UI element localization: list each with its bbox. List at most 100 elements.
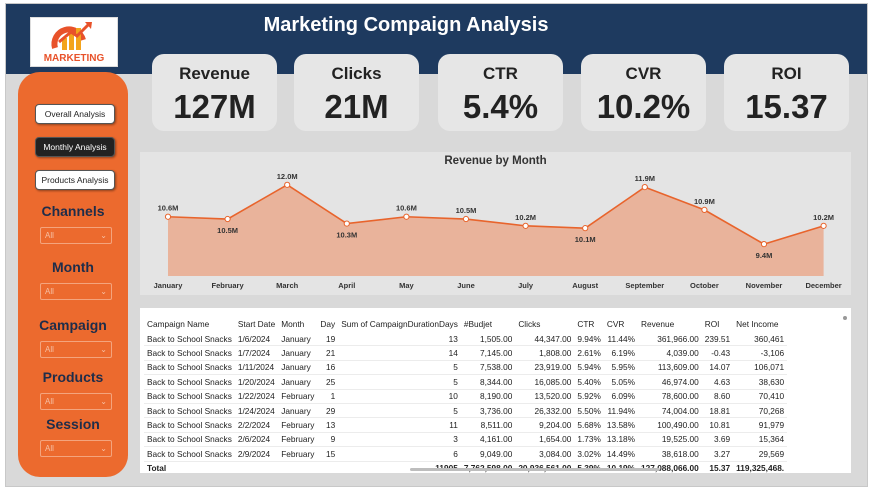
data-point [164, 213, 172, 220]
column-header[interactable]: Day [320, 319, 336, 329]
column-header[interactable]: Campaign Name [147, 319, 210, 329]
chart-title: Revenue by Month [444, 155, 547, 167]
table-cell: 44,347.00 [515, 332, 575, 347]
sidebar: Overall Analysis Monthly Analysis Produc… [18, 72, 128, 477]
table-row[interactable]: Back to School Snacks 1/7/2024 January 21 14… [144, 345, 788, 361]
table-cell: 23,919.00 [515, 360, 575, 376]
column-header[interactable]: CVR [606, 319, 625, 329]
column-header[interactable]: CTR [577, 319, 595, 329]
table-row[interactable]: Back to School Snacks 1/22/2024 February 1 1… [144, 389, 788, 404]
x-tick-label: April [338, 281, 355, 290]
area-fill [168, 184, 824, 276]
column-header[interactable]: Clicks [518, 319, 541, 329]
column-header[interactable]: Month [281, 319, 305, 329]
horizontal-scrollbar[interactable] [410, 468, 660, 471]
data-point [284, 181, 291, 188]
month-filter-dropdown[interactable]: All ⌄ [40, 283, 112, 300]
channels-filter-dropdown[interactable]: All ⌄ [40, 227, 112, 244]
data-point [760, 240, 768, 248]
x-tick-label: September [625, 281, 664, 290]
kpi-card-revenue: Revenue 127M [152, 54, 277, 131]
kpi-title: CVR [625, 64, 662, 83]
table-cell: January [278, 345, 318, 361]
column-header[interactable]: Sum of CampaignDurationDays [341, 319, 458, 329]
table-cell: 14 [338, 345, 461, 361]
table-cell: 4,039.00 [638, 345, 702, 361]
kpi-card-clicks: Clicks 21M [294, 54, 419, 131]
campaign-filter-dropdown[interactable]: All ⌄ [40, 341, 112, 358]
kpi-title: ROI [771, 64, 802, 83]
data-label: 9.4M [756, 251, 773, 260]
table-cell: 2/9/2024 [234, 446, 279, 462]
table-cell: 16,085.00 [515, 374, 575, 390]
table-row[interactable]: Back to School Snacks 1/24/2024 January 29 5… [144, 403, 788, 419]
table-row[interactable]: Back to School Snacks 2/9/2024 February 15 6… [144, 446, 788, 462]
table-cell: 7,538.00 [460, 360, 516, 376]
kpi-card-roi: ROI 15.37 [724, 54, 849, 131]
data-point [224, 215, 231, 223]
table-cell: 8,190.00 [460, 389, 516, 404]
table-cell: 7,145.00 [460, 345, 516, 361]
table-cell: 13 [338, 332, 461, 347]
table-cell: Back to School Snacks [144, 389, 235, 404]
column-header[interactable]: #Budjet [463, 319, 492, 329]
table-cell: January [278, 374, 318, 390]
table-cell: 5.92% [574, 389, 604, 404]
x-tick-label: February [212, 281, 245, 290]
table-cell: 46,974.00 [638, 374, 702, 390]
table-cell: 360,461 [733, 332, 788, 347]
session-filter-dropdown[interactable]: All ⌄ [40, 440, 112, 457]
table-cell: Back to School Snacks [144, 446, 235, 462]
campaign-filter-label: Campaign [39, 317, 107, 333]
chevron-down-icon: ⌄ [100, 345, 107, 354]
data-label: 10.5M [217, 226, 238, 235]
table-cell: 4,161.00 [460, 432, 516, 448]
table-cell: 38,630 [733, 374, 788, 390]
data-label: 10.5M [456, 206, 477, 215]
table-cell: 127,088,066.00 [638, 460, 702, 475]
logo-text: MARKETING [43, 53, 105, 64]
table-cell: -0.43 [701, 345, 734, 361]
table-cell: 1/7/2024 [234, 345, 279, 361]
data-label: 10.6M [396, 204, 417, 213]
table-cell: 19,525.00 [638, 432, 702, 448]
column-header[interactable]: Start Date [237, 319, 276, 329]
table-cell: 1/6/2024 [234, 332, 279, 347]
monthly-analysis-button[interactable]: Monthly Analysis [35, 137, 115, 157]
table-row[interactable]: Back to School Snacks 2/6/2024 February 9 3 4… [144, 432, 788, 448]
table-cell: 18.81 [701, 403, 734, 419]
table-cell: 5.05% [603, 374, 639, 390]
kpi-title: Clicks [331, 64, 382, 83]
table-cell: 5.68% [574, 417, 604, 433]
kpi-value: 5.4% [462, 88, 539, 125]
table-cell: Back to School Snacks [144, 332, 235, 347]
products-analysis-button[interactable]: Products Analysis [35, 170, 115, 190]
table-row[interactable]: Back to School Snacks 2/2/2024 February 13 1… [144, 417, 788, 433]
table-row[interactable]: Back to School Snacks 1/6/2024 January 19 13… [144, 332, 788, 347]
kpi-card-cvr: CVR 10.2% [581, 54, 706, 131]
table-cell: 1,654.00 [515, 432, 575, 448]
overall-analysis-button[interactable]: Overall Analysis [35, 104, 115, 124]
table-row[interactable]: Back to School Snacks 1/11/2024 January 16 5… [144, 360, 788, 376]
table-cell: 5 [338, 403, 461, 419]
column-header[interactable]: Revenue [641, 319, 675, 329]
x-tick-label: August [572, 281, 598, 290]
data-point [462, 215, 470, 223]
table-cell: 8,344.00 [460, 374, 516, 390]
table-cell: 13.58% [603, 417, 639, 433]
table-cell: 25 [317, 374, 339, 390]
table-row[interactable]: Back to School Snacks 1/20/2024 January 25 5… [144, 374, 788, 390]
table-cell: 8,511.00 [460, 417, 516, 433]
table-cell: 9,204.00 [515, 417, 575, 433]
vertical-scrollbar[interactable] [843, 316, 847, 320]
data-point [403, 213, 410, 220]
table-cell: 26,332.00 [515, 403, 575, 419]
table-cell: 1 [317, 389, 339, 404]
column-header[interactable]: ROI [704, 319, 720, 329]
table-cell: 6.19% [603, 345, 639, 361]
products-filter-dropdown[interactable]: All ⌄ [40, 393, 112, 410]
table-header-row: Campaign Name Start Date Month Day Sum of Ca… [144, 316, 787, 332]
table-cell [317, 460, 339, 475]
column-header[interactable]: Net Income [736, 319, 779, 329]
data-label: 10.2M [813, 213, 834, 222]
